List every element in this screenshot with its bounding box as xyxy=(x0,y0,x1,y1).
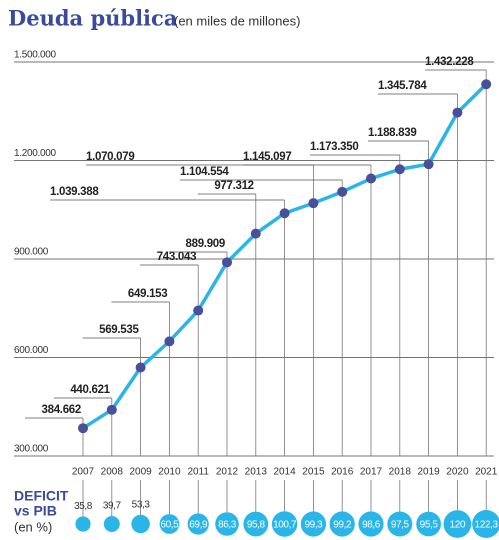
x-tick-label: 2015 xyxy=(302,467,325,478)
value-label: 1.104.554 xyxy=(180,166,229,178)
value-label: 569.535 xyxy=(99,324,139,336)
point xyxy=(394,164,405,175)
bubble xyxy=(472,510,499,538)
point xyxy=(337,186,348,197)
point xyxy=(250,228,261,239)
y-tick-label: 900.000 xyxy=(14,247,49,258)
bubble-label: 99,3 xyxy=(304,520,323,531)
point xyxy=(135,362,146,373)
bubble xyxy=(329,511,355,537)
value-label: 1.070.079 xyxy=(86,151,134,163)
value-label: 889.909 xyxy=(186,238,225,250)
y-tick-label: 1.200.000 xyxy=(14,148,57,159)
point xyxy=(366,173,376,184)
bubble-label: 122,3 xyxy=(475,520,499,531)
x-tick-label: 2014 xyxy=(273,467,296,478)
value-label: 440.621 xyxy=(70,384,110,396)
point xyxy=(106,404,117,415)
bubble-label: 53,3 xyxy=(132,499,151,510)
point xyxy=(279,208,290,219)
bubble xyxy=(443,510,472,538)
bubble xyxy=(300,511,327,537)
bubble-label: 100,7 xyxy=(273,520,297,531)
point xyxy=(164,336,175,347)
value-label: 1.432.228 xyxy=(425,56,474,68)
x-tick-label: 2018 xyxy=(389,467,412,478)
x-tick-label: 2012 xyxy=(216,467,239,478)
x-tick-label: 2021 xyxy=(475,467,498,478)
value-label: 1.039.388 xyxy=(50,186,99,198)
point xyxy=(78,423,88,434)
x-tick-label: 2011 xyxy=(187,467,209,478)
point xyxy=(193,305,204,316)
bubble xyxy=(358,511,384,537)
x-tick-label: 2009 xyxy=(129,467,152,478)
deficit-label: (en %) xyxy=(14,519,52,534)
bubble xyxy=(243,511,269,537)
bubble xyxy=(215,512,239,536)
bubble xyxy=(187,513,209,535)
x-tick-label: 2016 xyxy=(331,467,354,478)
bubble xyxy=(387,511,413,537)
bubble xyxy=(416,511,441,537)
value-label: 649.153 xyxy=(128,288,167,300)
point xyxy=(481,79,492,90)
bubble xyxy=(75,516,91,532)
bubble-label: 95,8 xyxy=(247,520,266,531)
x-tick-label: 2010 xyxy=(158,467,181,478)
bubble xyxy=(271,511,298,537)
point xyxy=(452,107,463,118)
bubble xyxy=(159,514,180,534)
value-label: 1.345.784 xyxy=(378,80,427,92)
bubble-label: 60,5 xyxy=(160,520,179,531)
bubble-label: 99,2 xyxy=(333,520,352,531)
value-label: 384.662 xyxy=(42,404,81,416)
y-tick-label: 600.000 xyxy=(14,345,49,356)
x-tick-label: 2020 xyxy=(446,467,469,478)
x-tick-label: 2013 xyxy=(245,467,268,478)
point xyxy=(222,257,232,268)
x-tick-label: 2008 xyxy=(101,467,124,478)
deficit-label: vs PIB xyxy=(14,503,57,519)
y-tick-label: 1.500.000 xyxy=(14,50,57,61)
x-tick-label: 2019 xyxy=(417,467,440,478)
value-label: 743.043 xyxy=(157,251,196,263)
y-tick-label: 300.000 xyxy=(14,444,49,455)
x-tick-label: 2007 xyxy=(72,467,95,478)
bubble-label: 35,8 xyxy=(74,501,93,512)
bubble-label: 120 xyxy=(450,520,466,531)
bubble-label: 39,7 xyxy=(103,501,122,512)
bubble-label: 95,5 xyxy=(420,520,439,531)
bubble-label: 69,9 xyxy=(189,520,208,531)
value-label: 1.173.350 xyxy=(310,141,358,153)
deficit-label: DEFICIT xyxy=(14,488,69,504)
point xyxy=(423,159,434,170)
bubble xyxy=(131,514,150,534)
value-label: 1.145.097 xyxy=(243,151,291,163)
point xyxy=(308,198,319,209)
bubble xyxy=(103,516,120,532)
x-tick-label: 2017 xyxy=(360,467,383,478)
bubble-label: 98,6 xyxy=(362,520,381,531)
chart-title: Deuda pública xyxy=(8,6,178,31)
bubble-label: 97,5 xyxy=(391,520,410,531)
chart-subtitle: (en miles de millones) xyxy=(174,13,300,28)
value-label: 977.312 xyxy=(214,180,253,192)
bubble-label: 86,3 xyxy=(218,520,237,531)
value-label: 1.188.839 xyxy=(368,127,416,139)
